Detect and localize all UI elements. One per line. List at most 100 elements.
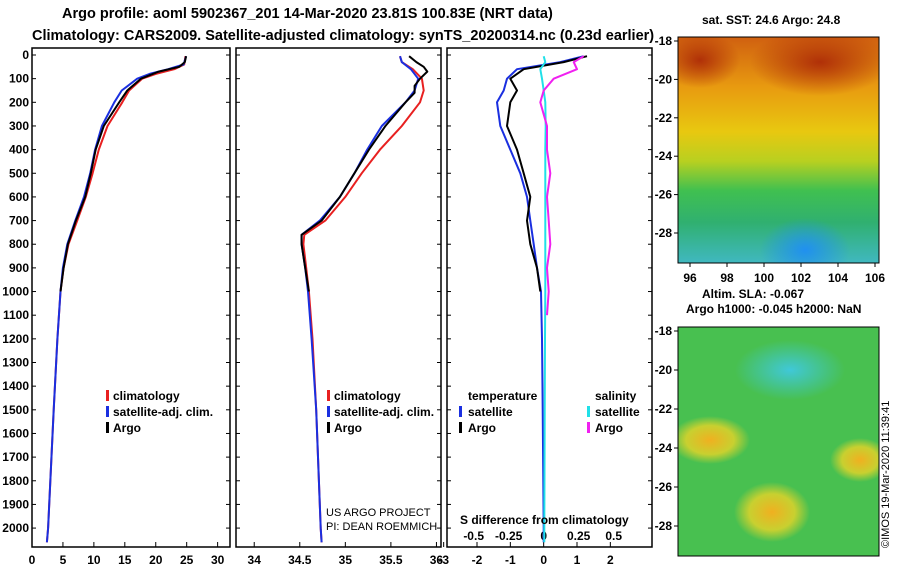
sla-map-subtitle: Argo h1000: -0.045 h2000: NaN bbox=[686, 302, 862, 316]
lat-tick-label: -18 bbox=[655, 324, 673, 338]
sst-map-frame bbox=[677, 36, 880, 264]
lat-tick-label: -28 bbox=[655, 226, 673, 240]
sst-lat-axis: -18 -20 -22 -24 -26 -28 bbox=[655, 34, 678, 240]
series-line-salinity-argo bbox=[539, 55, 585, 316]
sla-anomaly-west bbox=[678, 416, 750, 464]
x-tick-label: 1 bbox=[574, 553, 581, 567]
x-tick-label: 35.5 bbox=[379, 553, 403, 567]
legend-label-temp-argo: Argo bbox=[468, 421, 496, 435]
legend-swatch-temp-argo bbox=[459, 422, 462, 433]
y-tick-label: 1000 bbox=[2, 285, 29, 299]
y-tick-label: 1700 bbox=[2, 450, 29, 464]
x-tick-label: 30 bbox=[211, 553, 225, 567]
y-tick-label: 900 bbox=[9, 261, 29, 275]
x-tick-label: -2 bbox=[472, 553, 483, 567]
difference-panel-title: S difference from climatology bbox=[460, 513, 629, 527]
y-tick-label: 1100 bbox=[3, 308, 29, 322]
sla-map-title: Altim. SLA: -0.067 bbox=[702, 287, 805, 301]
sst-warm-patch-west bbox=[678, 37, 740, 88]
legend-swatch-sal-satellite bbox=[587, 406, 590, 417]
x-tick-label: 10 bbox=[87, 553, 101, 567]
series-line-argo bbox=[300, 55, 429, 292]
legend-label-satellite: satellite-adj. clim. bbox=[113, 405, 213, 419]
x-tick-label: 34 bbox=[248, 553, 262, 567]
x-tick-label: -1 bbox=[505, 553, 516, 567]
lon-tick-label: 96 bbox=[683, 271, 697, 285]
y-tick-label: 400 bbox=[9, 143, 29, 157]
sst-lon-axis: 96 98 100 102 104 106 bbox=[683, 263, 885, 285]
legend-title-salinity: salinity bbox=[595, 389, 637, 403]
y-tick-label: 100 bbox=[9, 72, 29, 86]
temperature-panel: 0 100 200 300 400 500 600 700 800 900 1000 1100 1200… bbox=[2, 47, 231, 567]
difference-panel: -3 -2 -1 0 1 2-0.5 -0.25 0 0.25 0.5 bbox=[438, 47, 653, 567]
x-tick-label: 0 bbox=[29, 553, 36, 567]
legend-swatch-satellite bbox=[327, 406, 330, 417]
s-diff-tick-label: -0.5 bbox=[463, 529, 484, 543]
sla-high-patch bbox=[735, 340, 845, 400]
legend-swatch-argo bbox=[327, 422, 330, 433]
sla-anomaly-east bbox=[830, 438, 879, 482]
series-line-temperature-argo bbox=[506, 55, 588, 292]
y-tick-label: 1600 bbox=[2, 426, 29, 440]
legend-label-climatology: climatology bbox=[334, 389, 401, 403]
lon-tick-label: 102 bbox=[791, 271, 811, 285]
legend-label-temp-satellite: satellite bbox=[468, 405, 513, 419]
legend-swatch-argo bbox=[106, 422, 109, 433]
credit-pi: PI: DEAN ROEMMICH bbox=[326, 521, 437, 533]
x-tick-label: 36 bbox=[430, 553, 444, 567]
credit-project: US ARGO PROJECT bbox=[326, 507, 431, 519]
legend-swatch-sal-argo bbox=[587, 422, 590, 433]
x-tick-label: 0 bbox=[540, 553, 547, 567]
salinity-legend: climatology satellite-adj. clim. Argo bbox=[327, 389, 434, 435]
y-tick-label: 1900 bbox=[2, 497, 29, 511]
sla-map bbox=[678, 327, 879, 556]
lat-tick-label: -28 bbox=[655, 519, 673, 533]
series-line-temperature-satellite bbox=[496, 55, 584, 543]
y-tick-label: 500 bbox=[9, 166, 29, 180]
series-line-argo bbox=[59, 55, 188, 292]
x-tick-label: 15 bbox=[118, 553, 132, 567]
y-tick-label: 200 bbox=[9, 95, 29, 109]
panel-frame bbox=[235, 47, 442, 548]
y-tick-label: 1200 bbox=[2, 332, 29, 346]
y-tick-label: 700 bbox=[9, 214, 29, 228]
sla-anomaly-south bbox=[734, 482, 810, 542]
legend-label-climatology: climatology bbox=[113, 389, 180, 403]
legend-swatch-climatology bbox=[327, 390, 330, 401]
legend-label-sal-argo: Argo bbox=[595, 421, 623, 435]
lon-tick-label: 106 bbox=[865, 271, 885, 285]
lon-tick-label: 104 bbox=[828, 271, 848, 285]
series-line-salinity-satellite bbox=[539, 55, 547, 543]
y-tick-label: 600 bbox=[9, 190, 29, 204]
lat-tick-label: -22 bbox=[655, 111, 673, 125]
difference-legend: temperature satellite Argo salinity sate… bbox=[459, 389, 640, 435]
lon-tick-label: 100 bbox=[754, 271, 774, 285]
sst-warm-patch bbox=[750, 37, 879, 96]
x-tick-label: 25 bbox=[180, 553, 194, 567]
x-tick-label: 20 bbox=[149, 553, 163, 567]
legend-swatch-temp-satellite bbox=[459, 406, 462, 417]
lat-tick-label: -26 bbox=[655, 480, 673, 494]
y-tick-label: 300 bbox=[9, 119, 29, 133]
legend-label-argo: Argo bbox=[334, 421, 362, 435]
lat-tick-label: -24 bbox=[655, 441, 673, 455]
y-tick-label: 1500 bbox=[2, 403, 29, 417]
legend-title-temperature: temperature bbox=[468, 389, 538, 403]
lat-tick-label: -26 bbox=[655, 188, 673, 202]
sla-lat-axis: -18 -20 -22 -24 -26 -28 bbox=[655, 324, 678, 533]
x-tick-label: -3 bbox=[438, 553, 449, 567]
lat-tick-label: -18 bbox=[655, 34, 673, 48]
s-diff-tick-label: 0.25 bbox=[567, 529, 591, 543]
legend-swatch-climatology bbox=[106, 390, 109, 401]
panel-frame bbox=[446, 47, 653, 548]
legend-label-satellite: satellite-adj. clim. bbox=[334, 405, 434, 419]
legend-label-argo: Argo bbox=[113, 421, 141, 435]
legend-swatch-satellite bbox=[106, 406, 109, 417]
lon-tick-label: 98 bbox=[720, 271, 734, 285]
lat-tick-label: -20 bbox=[655, 72, 673, 86]
y-tick-label: 800 bbox=[9, 237, 29, 251]
salinity-panel: 34 34.5 35 35.5 36 bbox=[235, 47, 444, 567]
chart-title-line1: Argo profile: aoml 5902367_201 14-Mar-20… bbox=[62, 6, 553, 22]
lat-tick-label: -20 bbox=[655, 363, 673, 377]
